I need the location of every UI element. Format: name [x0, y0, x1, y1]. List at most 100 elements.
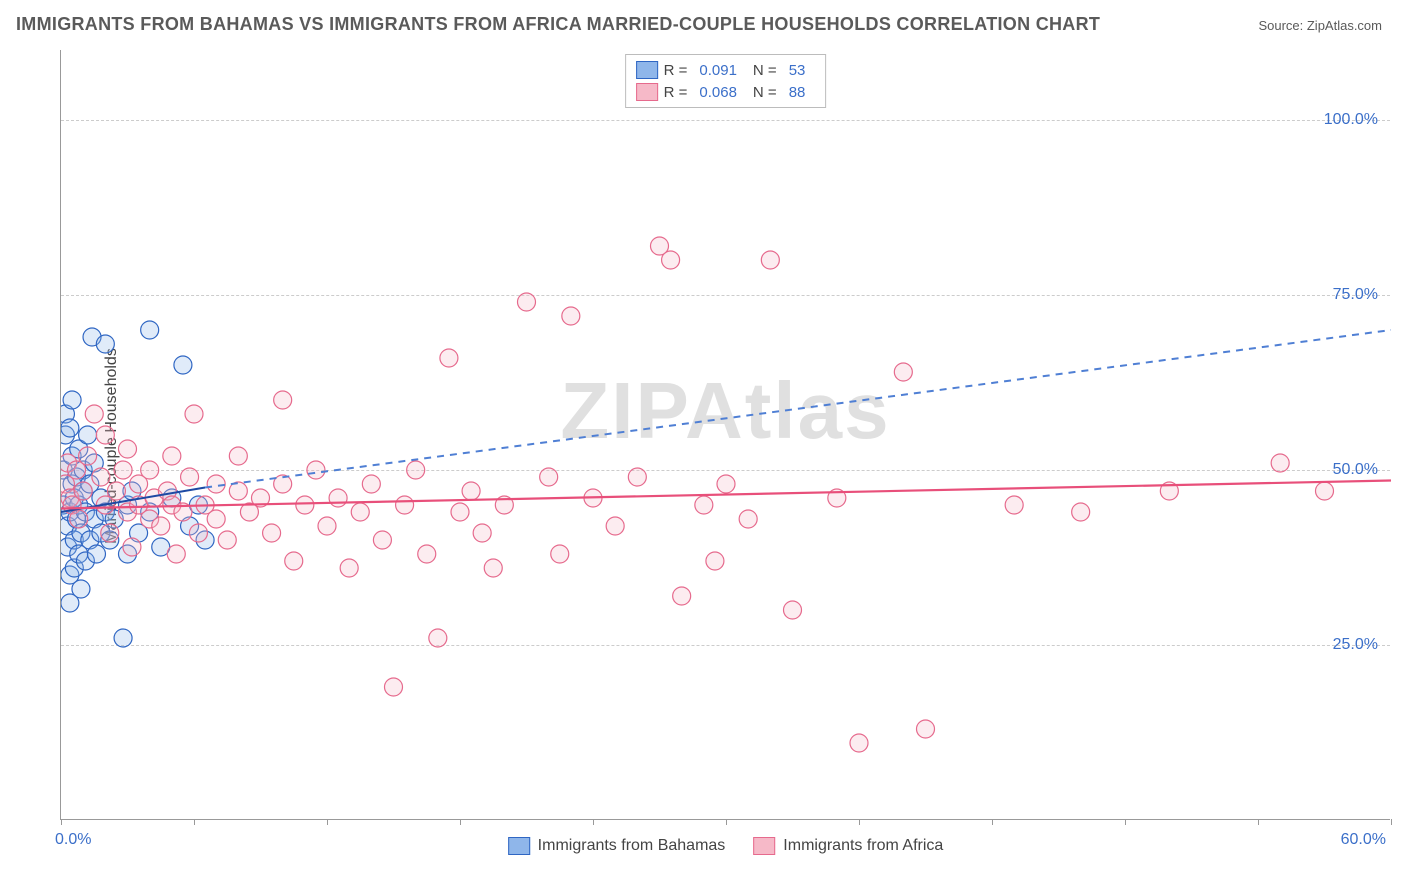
- scatter-point-africa: [584, 489, 602, 507]
- legend-swatch-bahamas: [508, 837, 530, 855]
- scatter-point-africa: [894, 363, 912, 381]
- chart-container: IMMIGRANTS FROM BAHAMAS VS IMMIGRANTS FR…: [0, 0, 1406, 892]
- n-value-bahamas: 53: [789, 62, 806, 79]
- scatter-point-africa: [79, 447, 97, 465]
- legend-series: Immigrants from Bahamas Immigrants from …: [508, 837, 944, 855]
- scatter-point-africa: [429, 629, 447, 647]
- scatter-point-africa: [141, 461, 159, 479]
- x-tick-label: 60.0%: [1341, 831, 1386, 849]
- n-label: N =: [753, 62, 777, 79]
- legend-item-bahamas: Immigrants from Bahamas: [508, 837, 726, 855]
- scatter-point-africa: [119, 440, 137, 458]
- scatter-point-africa: [252, 489, 270, 507]
- scatter-point-bahamas: [141, 321, 159, 339]
- scatter-point-africa: [1271, 454, 1289, 472]
- x-tick-mark: [1391, 819, 1392, 825]
- scatter-point-africa: [285, 552, 303, 570]
- scatter-point-africa: [340, 559, 358, 577]
- scatter-point-africa: [540, 468, 558, 486]
- scatter-point-africa: [229, 447, 247, 465]
- scatter-point-africa: [92, 468, 110, 486]
- scatter-point-africa: [189, 524, 207, 542]
- scatter-point-africa: [473, 524, 491, 542]
- scatter-point-africa: [761, 251, 779, 269]
- scatter-point-africa: [307, 461, 325, 479]
- legend-swatch-bahamas: [636, 61, 658, 79]
- scatter-point-africa: [1316, 482, 1334, 500]
- source-label: Source:: [1258, 18, 1306, 33]
- r-value-africa: 0.068: [699, 84, 737, 101]
- x-tick-label: 0.0%: [55, 831, 91, 849]
- scatter-point-africa: [96, 426, 114, 444]
- source-link[interactable]: ZipAtlas.com: [1307, 18, 1382, 33]
- scatter-point-africa: [351, 503, 369, 521]
- scatter-point-africa: [418, 545, 436, 563]
- scatter-point-africa: [495, 496, 513, 514]
- scatter-point-africa: [318, 517, 336, 535]
- scatter-point-bahamas: [61, 419, 79, 437]
- scatter-point-africa: [606, 517, 624, 535]
- scatter-point-africa: [695, 496, 713, 514]
- legend-swatch-africa: [636, 83, 658, 101]
- scatter-point-africa: [362, 475, 380, 493]
- scatter-point-africa: [101, 524, 119, 542]
- source-attribution: Source: ZipAtlas.com: [1258, 18, 1382, 33]
- scatter-point-africa: [185, 405, 203, 423]
- scatter-point-africa: [518, 293, 536, 311]
- scatter-point-africa: [174, 503, 192, 521]
- plot-area: ZIPAtlas R = 0.091 N = 53 R = 0.068 N = …: [60, 50, 1390, 820]
- scatter-point-africa: [396, 496, 414, 514]
- scatter-point-africa: [70, 510, 88, 528]
- scatter-point-africa: [385, 678, 403, 696]
- scatter-point-africa: [85, 405, 103, 423]
- scatter-point-africa: [218, 531, 236, 549]
- scatter-point-africa: [484, 559, 502, 577]
- scatter-point-bahamas: [96, 335, 114, 353]
- scatter-point-africa: [440, 349, 458, 367]
- r-label: R =: [664, 84, 688, 101]
- scatter-point-africa: [123, 538, 141, 556]
- scatter-point-africa: [263, 524, 281, 542]
- scatter-point-africa: [296, 496, 314, 514]
- legend-swatch-africa: [753, 837, 775, 855]
- scatter-point-africa: [828, 489, 846, 507]
- scatter-point-africa: [74, 482, 92, 500]
- scatter-point-africa: [407, 461, 425, 479]
- scatter-point-africa: [229, 482, 247, 500]
- scatter-point-africa: [628, 468, 646, 486]
- scatter-point-africa: [1005, 496, 1023, 514]
- scatter-point-africa: [673, 587, 691, 605]
- scatter-point-africa: [551, 545, 569, 563]
- scatter-point-africa: [784, 601, 802, 619]
- scatter-point-africa: [562, 307, 580, 325]
- scatter-point-africa: [1072, 503, 1090, 521]
- scatter-point-africa: [1160, 482, 1178, 500]
- n-value-africa: 88: [789, 84, 806, 101]
- scatter-point-bahamas: [174, 356, 192, 374]
- scatter-point-africa: [850, 734, 868, 752]
- scatter-point-africa: [462, 482, 480, 500]
- scatter-point-africa: [152, 517, 170, 535]
- scatter-point-bahamas: [114, 629, 132, 647]
- scatter-point-africa: [373, 531, 391, 549]
- scatter-point-africa: [451, 503, 469, 521]
- scatter-point-africa: [163, 447, 181, 465]
- legend-stats-row-africa: R = 0.068 N = 88: [636, 81, 816, 103]
- scatter-point-africa: [114, 461, 132, 479]
- scatter-point-bahamas: [63, 391, 81, 409]
- scatter-point-africa: [706, 552, 724, 570]
- legend-label-africa: Immigrants from Africa: [783, 837, 943, 855]
- scatter-point-africa: [207, 475, 225, 493]
- chart-title: IMMIGRANTS FROM BAHAMAS VS IMMIGRANTS FR…: [16, 14, 1100, 35]
- scatter-point-africa: [662, 251, 680, 269]
- scatter-point-africa: [181, 468, 199, 486]
- legend-item-africa: Immigrants from Africa: [753, 837, 943, 855]
- legend-label-bahamas: Immigrants from Bahamas: [538, 837, 726, 855]
- scatter-point-africa: [167, 545, 185, 563]
- scatter-point-bahamas: [87, 545, 105, 563]
- r-label: R =: [664, 62, 688, 79]
- scatter-point-bahamas: [72, 580, 90, 598]
- scatter-point-africa: [739, 510, 757, 528]
- legend-stats: R = 0.091 N = 53 R = 0.068 N = 88: [625, 54, 827, 108]
- scatter-point-africa: [329, 489, 347, 507]
